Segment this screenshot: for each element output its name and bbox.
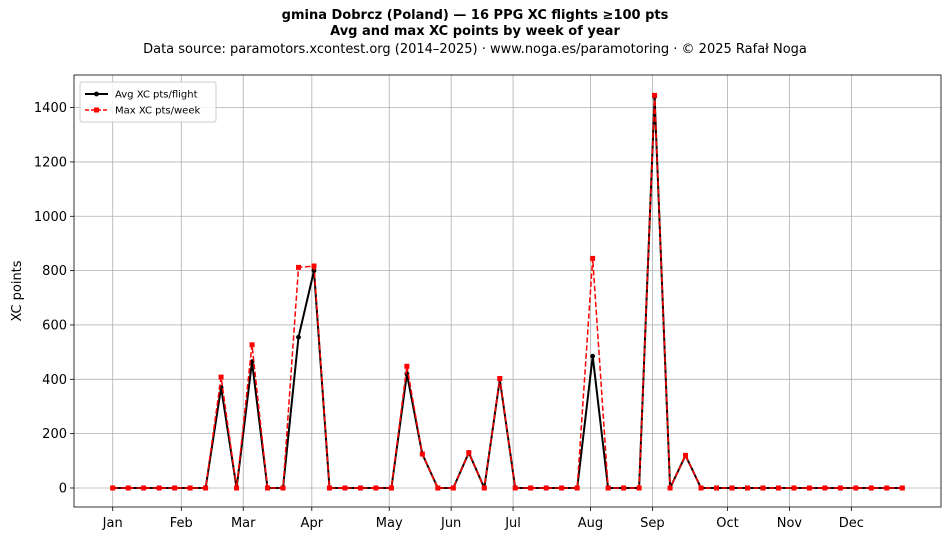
point-max-week-41 xyxy=(729,485,735,491)
point-max-week-10 xyxy=(249,342,255,348)
point-max-week-52 xyxy=(899,485,905,491)
point-max-week-17 xyxy=(357,485,363,491)
legend: Avg XC pts/flight Max XC pts/week xyxy=(79,81,217,123)
chart-source-line: Data source: paramotors.xcontest.org (20… xyxy=(143,42,807,57)
point-max-week-40 xyxy=(714,485,720,491)
x-tick-label-feb: Feb xyxy=(170,516,193,531)
point-max-week-46 xyxy=(806,485,812,491)
legend-box xyxy=(79,81,217,123)
y-tick-label: 800 xyxy=(42,264,67,279)
point-max-week-35 xyxy=(636,485,642,491)
point-max-week-48 xyxy=(837,485,843,491)
point-max-week-20 xyxy=(404,363,410,369)
y-tick-label: 1200 xyxy=(34,155,67,170)
point-max-week-2 xyxy=(125,485,131,491)
point-max-week-47 xyxy=(822,485,828,491)
legend-swatch-marker-1 xyxy=(94,91,99,97)
y-tick-label: 0 xyxy=(59,481,67,496)
axes-layer: 0 200 400 600 800 1000 1200 1400 Jan Feb Mar Apr May… xyxy=(10,74,942,531)
y-tick-label: 600 xyxy=(42,318,67,333)
x-tick-label-sep: Sep xyxy=(640,516,665,531)
point-avg-week-32 xyxy=(590,353,596,359)
chart-title-block: gmina Dobrcz (Poland) — 16 PPG XC flight… xyxy=(0,8,950,58)
grid-layer xyxy=(74,75,941,507)
legend-swatch-marker-2 xyxy=(94,107,99,113)
x-tick-label-jun: Jun xyxy=(440,516,461,531)
point-max-week-44 xyxy=(775,485,781,491)
series-layer xyxy=(110,92,905,491)
x-tick-label-dec: Dec xyxy=(839,516,864,531)
point-max-week-16 xyxy=(342,485,348,491)
point-max-week-18 xyxy=(373,485,379,491)
point-max-week-26 xyxy=(497,375,503,381)
point-max-week-11 xyxy=(265,485,271,491)
point-max-week-33 xyxy=(605,485,611,491)
plot-frame xyxy=(73,74,942,508)
point-max-week-32 xyxy=(590,255,596,261)
point-max-week-6 xyxy=(187,485,193,491)
x-tick-label-aug: Aug xyxy=(578,516,603,531)
point-max-week-30 xyxy=(559,485,565,491)
y-tick-label: 1000 xyxy=(34,210,67,225)
point-max-week-12 xyxy=(280,485,286,491)
point-max-week-7 xyxy=(203,485,209,491)
point-max-week-1 xyxy=(110,485,116,491)
point-max-week-45 xyxy=(791,485,797,491)
y-tick-label: 1400 xyxy=(34,101,67,116)
chart-title-line2: Avg and max XC points by week of year xyxy=(330,24,620,39)
point-max-week-24 xyxy=(466,450,472,456)
x-tick-label-jul: Jul xyxy=(504,516,521,531)
point-avg-week-14 xyxy=(311,268,317,274)
point-max-week-23 xyxy=(450,485,456,491)
x-tick-label-jan: Jan xyxy=(102,516,123,531)
point-max-week-3 xyxy=(141,485,147,491)
y-axis-label: XC points xyxy=(10,260,25,321)
point-max-week-14 xyxy=(311,263,317,269)
point-max-week-38 xyxy=(683,452,689,458)
point-max-week-29 xyxy=(543,485,549,491)
legend-label-2: Max XC pts/week xyxy=(115,106,200,117)
point-max-week-9 xyxy=(234,485,240,491)
y-tick-label: 400 xyxy=(42,373,67,388)
point-max-week-51 xyxy=(884,485,890,491)
point-max-week-31 xyxy=(574,485,580,491)
y-tick-label: 200 xyxy=(42,427,67,442)
point-max-week-22 xyxy=(435,485,441,491)
point-max-week-4 xyxy=(156,485,162,491)
point-max-week-28 xyxy=(528,485,534,491)
series-line-2 xyxy=(112,94,903,489)
legend-label-1: Avg XC pts/flight xyxy=(115,90,198,101)
point-max-week-27 xyxy=(512,485,518,491)
point-max-week-21 xyxy=(419,451,425,457)
point-max-week-19 xyxy=(388,485,394,491)
point-max-week-36 xyxy=(652,92,658,98)
point-max-week-42 xyxy=(744,485,750,491)
point-max-week-50 xyxy=(868,485,874,491)
point-max-week-25 xyxy=(481,485,487,491)
x-tick-label-may: May xyxy=(376,516,403,531)
x-tick-label-apr: Apr xyxy=(301,516,324,531)
point-max-week-39 xyxy=(698,485,704,491)
point-max-week-34 xyxy=(621,485,627,491)
point-max-week-15 xyxy=(326,485,332,491)
chart-title-line1: gmina Dobrcz (Poland) — 16 PPG XC flight… xyxy=(281,8,669,23)
x-tick-label-oct: Oct xyxy=(716,516,738,531)
point-max-week-49 xyxy=(853,485,859,491)
x-tick-label-nov: Nov xyxy=(777,516,803,531)
point-max-week-37 xyxy=(667,485,673,491)
x-tick-label-mar: Mar xyxy=(231,516,256,531)
point-max-week-13 xyxy=(295,264,301,270)
point-avg-week-13 xyxy=(296,334,301,340)
point-max-week-5 xyxy=(172,485,178,491)
point-max-week-8 xyxy=(218,374,224,380)
point-max-week-43 xyxy=(760,485,766,491)
